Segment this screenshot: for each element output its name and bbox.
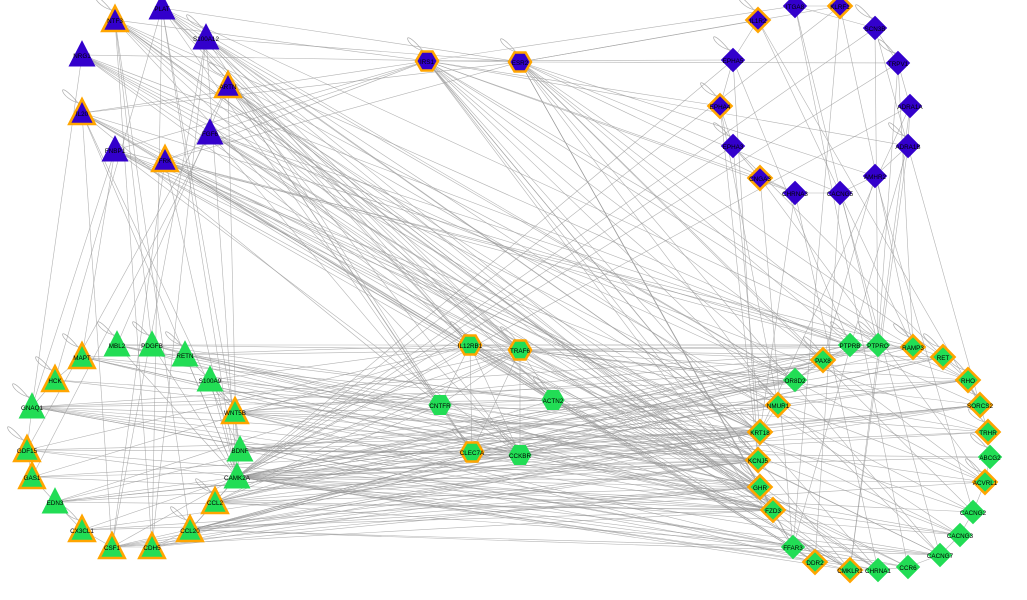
svg-text:CCL20: CCL20 xyxy=(180,528,200,535)
svg-text:FNBP1: FNBP1 xyxy=(105,148,126,155)
svg-text:KCNJ5: KCNJ5 xyxy=(748,458,768,465)
svg-text:OR8D2: OR8D2 xyxy=(785,378,806,385)
svg-text:ACTN2: ACTN2 xyxy=(543,398,564,405)
svg-text:PDGFB: PDGFB xyxy=(141,343,163,350)
svg-text:GNAQ1: GNAQ1 xyxy=(21,405,44,412)
svg-text:CHRNA1: CHRNA1 xyxy=(865,568,891,575)
svg-text:IL12RB1: IL12RB1 xyxy=(458,343,483,350)
svg-text:RETN: RETN xyxy=(176,353,194,360)
svg-text:ITGA8: ITGA8 xyxy=(786,4,805,11)
svg-text:CCL2: CCL2 xyxy=(207,500,224,507)
svg-text:TRAF6: TRAF6 xyxy=(510,348,530,355)
svg-text:ACVRL1: ACVRL1 xyxy=(973,480,998,487)
svg-text:CACNG7: CACNG7 xyxy=(927,553,954,560)
svg-text:FRK: FRK xyxy=(159,158,172,165)
svg-text:SORCS2: SORCS2 xyxy=(967,403,993,410)
svg-text:CCKBR: CCKBR xyxy=(509,453,531,460)
svg-text:NMUR1: NMUR1 xyxy=(767,403,790,410)
svg-text:IRS1: IRS1 xyxy=(420,59,434,66)
svg-text:PAX8: PAX8 xyxy=(815,358,831,365)
svg-text:HCK: HCK xyxy=(48,378,62,385)
svg-text:DDR2: DDR2 xyxy=(806,560,824,567)
svg-text:WNT5B: WNT5B xyxy=(224,410,246,417)
svg-text:IL1R2: IL1R2 xyxy=(750,18,767,25)
svg-text:CACNG3: CACNG3 xyxy=(947,533,974,540)
svg-text:GDF15: GDF15 xyxy=(17,448,38,455)
svg-text:GAS1: GAS1 xyxy=(24,475,41,482)
svg-text:CNGA3: CNGA3 xyxy=(749,176,771,183)
svg-text:ESR2: ESR2 xyxy=(512,60,529,67)
svg-text:NRG1: NRG1 xyxy=(73,53,91,60)
svg-text:RHO: RHO xyxy=(961,378,975,385)
svg-text:EPHA5: EPHA5 xyxy=(723,58,744,65)
svg-text:CACNG2: CACNG2 xyxy=(960,510,987,517)
svg-text:TRHR: TRHR xyxy=(979,430,997,437)
svg-text:EPHA4: EPHA4 xyxy=(710,104,731,111)
svg-text:CAMK2A: CAMK2A xyxy=(224,475,251,482)
svg-text:CCR6: CCR6 xyxy=(899,565,917,572)
svg-text:AMHR2: AMHR2 xyxy=(864,174,887,181)
svg-text:GHR: GHR xyxy=(753,485,767,492)
svg-text:MAPT: MAPT xyxy=(73,355,91,362)
svg-text:CMKLR1: CMKLR1 xyxy=(837,568,863,575)
svg-text:S100A12: S100A12 xyxy=(193,36,219,43)
svg-text:PTPRO: PTPRO xyxy=(867,343,889,350)
svg-text:CX3CL1: CX3CL1 xyxy=(70,528,94,535)
svg-text:CHRNA3: CHRNA3 xyxy=(782,191,808,198)
svg-text:BDNF: BDNF xyxy=(231,448,248,455)
svg-text:CDH5: CDH5 xyxy=(143,545,161,552)
svg-text:CSF1: CSF1 xyxy=(104,545,121,552)
svg-text:FZD3: FZD3 xyxy=(765,508,781,515)
svg-text:RAMP3: RAMP3 xyxy=(902,345,924,352)
svg-text:FFAR3: FFAR3 xyxy=(783,545,803,552)
svg-text:PLAT: PLAT xyxy=(154,6,169,13)
svg-text:CACNG5: CACNG5 xyxy=(827,191,854,198)
svg-text:PTPRB: PTPRB xyxy=(840,343,861,350)
svg-text:ADRA1A: ADRA1A xyxy=(897,104,923,111)
svg-text:ARTN: ARTN xyxy=(219,84,236,91)
svg-text:ADRA1B: ADRA1B xyxy=(895,144,920,151)
svg-text:KLRF1: KLRF1 xyxy=(830,4,850,11)
svg-text:IL20: IL20 xyxy=(76,111,89,118)
svg-text:EPHA3: EPHA3 xyxy=(723,144,744,151)
svg-text:CLEC7A: CLEC7A xyxy=(460,450,485,457)
svg-text:NTF3: NTF3 xyxy=(107,18,123,25)
svg-text:FGF6: FGF6 xyxy=(202,131,219,138)
svg-text:S100A9: S100A9 xyxy=(199,378,222,385)
svg-text:SCN3B: SCN3B xyxy=(865,26,886,33)
svg-text:TRPV1: TRPV1 xyxy=(888,61,909,68)
svg-text:MBL2: MBL2 xyxy=(109,343,126,350)
svg-text:ABCG2: ABCG2 xyxy=(979,455,1001,462)
svg-text:RET: RET xyxy=(937,355,950,362)
svg-text:KRT18: KRT18 xyxy=(750,430,770,437)
svg-text:EDN3: EDN3 xyxy=(47,500,64,507)
svg-text:CNTFR: CNTFR xyxy=(429,403,451,410)
